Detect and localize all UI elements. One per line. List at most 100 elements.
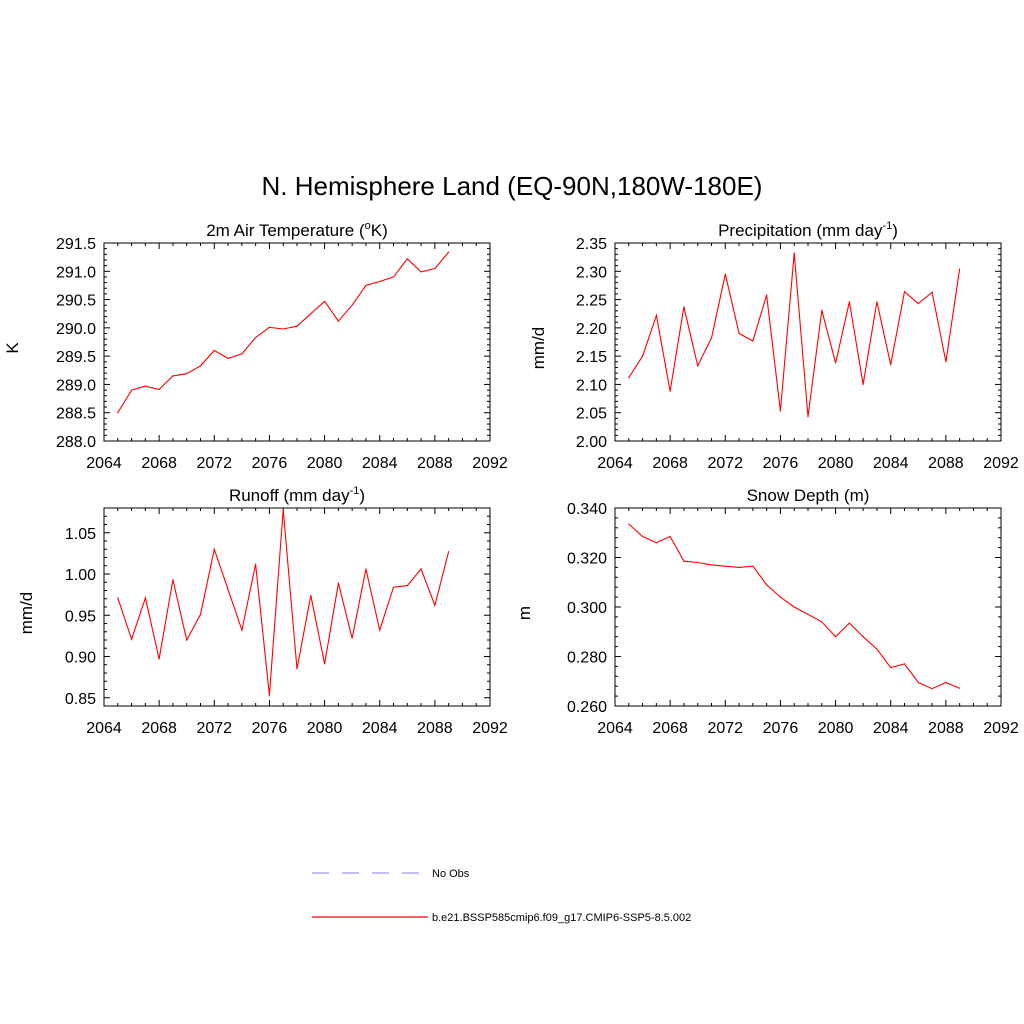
x-tick-label: 2084 (362, 455, 398, 472)
data-point (669, 535, 671, 538)
data-point (655, 314, 658, 316)
data-point (835, 636, 837, 638)
panel-title: Snow Depth (m) (747, 486, 870, 505)
data-point (199, 365, 202, 367)
data-point (793, 606, 795, 608)
x-tick-label: 2084 (873, 455, 909, 472)
x-tick-label: 2072 (707, 720, 743, 737)
y-tick-label: 1.05 (65, 526, 96, 543)
data-point (655, 542, 658, 544)
data-point (931, 688, 933, 690)
y-tick-label: 0.320 (567, 551, 607, 568)
data-point (296, 325, 298, 327)
data-point (917, 681, 919, 684)
series-line (117, 509, 450, 696)
x-tick-label: 2064 (86, 720, 122, 737)
y-tick-label: 0.260 (567, 699, 607, 716)
data-point (793, 252, 795, 254)
data-point (628, 523, 630, 525)
data-point (945, 361, 947, 363)
data-point (186, 373, 188, 375)
y-tick-label: 290.5 (56, 293, 96, 310)
data-point (186, 639, 188, 641)
y-tick-label: 291.5 (56, 236, 96, 253)
data-point (296, 668, 298, 670)
x-tick-label: 2076 (252, 720, 288, 737)
data-point (172, 375, 174, 377)
y-tick-label: 0.340 (567, 501, 607, 518)
y-tick-label: 2.05 (576, 406, 607, 423)
data-point (282, 328, 284, 330)
series-line (117, 251, 450, 413)
data-point (144, 385, 146, 387)
data-point (448, 551, 450, 553)
x-tick-label: 2068 (141, 720, 177, 737)
y-tick-label: 2.35 (576, 236, 607, 253)
runoff-panel: 2064 2068 2072 2076 2080 2084 2088 2092 0.85 0.90… (17, 485, 508, 737)
data-point (434, 267, 436, 270)
data-point (420, 568, 422, 570)
data-point (848, 622, 851, 624)
data-point (959, 687, 961, 689)
y-tick-label: 288.5 (56, 406, 96, 423)
data-point (213, 548, 215, 550)
x-tick-label: 2084 (362, 720, 398, 737)
data-point (117, 412, 119, 414)
data-point (890, 667, 892, 669)
x-tick-label: 2068 (652, 455, 688, 472)
data-point (392, 586, 395, 588)
data-point (807, 613, 809, 616)
panel-title: Precipitation (mm day-1) (718, 220, 898, 240)
x-tick-label: 2080 (818, 720, 854, 737)
data-point (628, 377, 630, 379)
data-point (642, 355, 644, 357)
data-point (959, 268, 961, 270)
y-axis-label: K (3, 342, 22, 354)
data-point (310, 594, 312, 597)
data-point (752, 565, 754, 567)
data-point (710, 564, 713, 566)
x-tick-label: 2080 (307, 720, 343, 737)
data-point (420, 271, 422, 273)
plot-frame (103, 507, 491, 707)
data-point (255, 563, 257, 565)
data-point (337, 582, 339, 584)
data-point (738, 566, 740, 569)
y-tick-label: 289.0 (56, 377, 96, 394)
plot-frame (103, 242, 491, 442)
x-tick-label: 2092 (983, 455, 1019, 472)
y-axis-label: m (515, 606, 534, 620)
data-point (392, 276, 395, 278)
x-tick-label: 2072 (196, 720, 232, 737)
data-point (807, 416, 809, 418)
plot-frame (614, 507, 1002, 707)
data-point (903, 291, 906, 293)
figure-title: N. Hemisphere Land (EQ-90N,180W-180E) (262, 171, 763, 201)
data-point (351, 304, 353, 306)
data-point (379, 629, 381, 631)
data-point (890, 364, 892, 366)
x-tick-label: 2064 (597, 455, 633, 472)
y-tick-label: 2.20 (576, 321, 607, 338)
data-point (158, 388, 160, 391)
y-tick-label: 0.85 (65, 691, 96, 708)
data-point (213, 349, 215, 352)
y-tick-label: 1.00 (65, 567, 96, 584)
y-axis-label: mm/d (529, 327, 548, 370)
data-point (931, 291, 933, 293)
data-point (268, 694, 270, 696)
data-point (683, 560, 685, 562)
data-point (158, 658, 160, 660)
data-point (131, 389, 133, 391)
data-point (862, 636, 864, 638)
x-tick-label: 2088 (417, 720, 453, 737)
data-point (241, 629, 243, 631)
data-point (710, 337, 713, 339)
data-point (337, 320, 339, 322)
y-tick-label: 2.15 (576, 349, 607, 366)
data-point (724, 273, 726, 275)
x-tick-label: 2064 (597, 720, 633, 737)
data-point (835, 362, 837, 364)
x-tick-label: 2080 (307, 455, 343, 472)
